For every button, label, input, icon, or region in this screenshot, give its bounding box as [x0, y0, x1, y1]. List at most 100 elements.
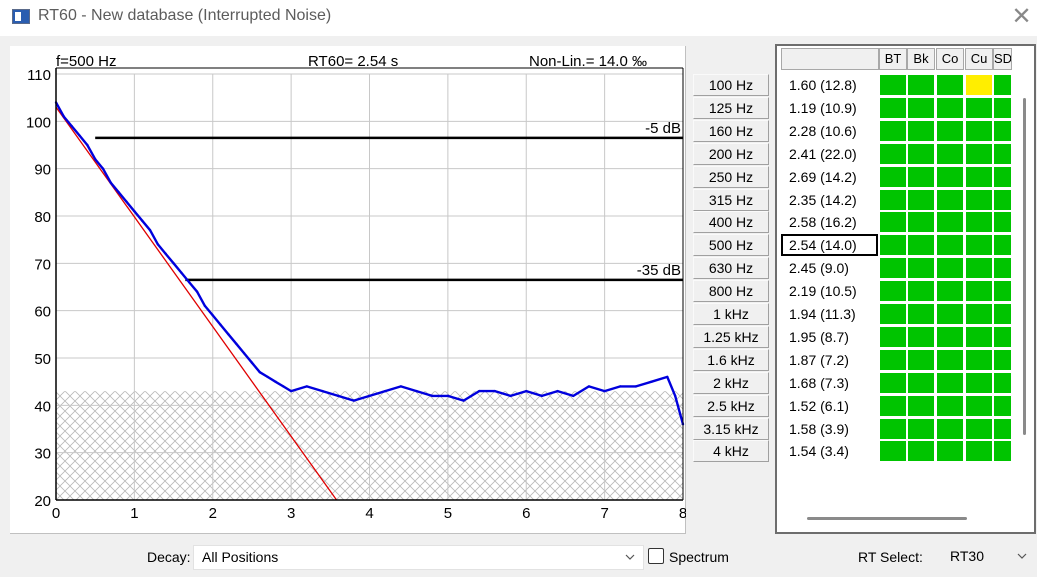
- status-flag-bk: [907, 189, 935, 211]
- rt-value-cell[interactable]: 1.58 (3.9): [781, 418, 878, 440]
- decay-point: [509, 394, 512, 398]
- table-header-co[interactable]: Co: [936, 48, 964, 70]
- decay-point: [101, 167, 105, 170]
- rt-value-cell[interactable]: 1.68 (7.3): [781, 372, 878, 394]
- band-button[interactable]: 2.5 kHz: [693, 395, 769, 417]
- rt-select-dropdown[interactable]: RT30: [943, 545, 1035, 570]
- decay-point: [235, 342, 238, 345]
- band-button[interactable]: 400 Hz: [693, 211, 769, 233]
- decay-point: [493, 389, 497, 393]
- rt-value-cell[interactable]: 2.35 (14.2): [781, 189, 878, 211]
- rt-value-cell[interactable]: 2.45 (9.0): [781, 257, 878, 279]
- band-button[interactable]: 315 Hz: [693, 189, 769, 211]
- status-flag-cu: [965, 97, 993, 119]
- decay-point: [587, 385, 591, 388]
- status-flag-bk: [907, 74, 935, 96]
- band-button[interactable]: 1.6 kHz: [693, 349, 769, 371]
- status-flag-co: [936, 372, 964, 394]
- band-button[interactable]: 630 Hz: [693, 257, 769, 279]
- band-button[interactable]: 1 kHz: [693, 303, 769, 325]
- decay-point: [572, 394, 575, 398]
- decay-point: [634, 385, 638, 388]
- band-button[interactable]: 500 Hz: [693, 234, 769, 256]
- band-button[interactable]: 160 Hz: [693, 120, 769, 142]
- status-flag-cu: [965, 234, 993, 256]
- status-flag-bt: [879, 166, 907, 188]
- rt-value-cell[interactable]: 2.28 (10.6): [781, 120, 878, 142]
- rt-value-cell[interactable]: 1.87 (7.2): [781, 349, 878, 371]
- y-tick-label: 80: [34, 209, 51, 226]
- y-tick-label: 50: [34, 351, 51, 368]
- x-tick-label: 1: [130, 505, 138, 522]
- status-flag-bt: [879, 257, 907, 279]
- close-icon[interactable]: ✕: [1011, 3, 1032, 30]
- decay-point: [117, 191, 120, 194]
- decay-chart: 0 1 2 3 4 5 6 7 8 110 100 90 80 70 60 50 40 30 20 -5 dB -35 …: [10, 46, 686, 534]
- rt-value-cell[interactable]: 2.54 (14.0): [781, 234, 878, 256]
- status-flag-sd: [993, 120, 1012, 142]
- status-flag-cu: [965, 189, 993, 211]
- decay-point: [148, 229, 152, 232]
- status-flag-bt: [879, 280, 907, 302]
- status-flag-bt: [879, 143, 907, 165]
- rt-value-cell[interactable]: 1.54 (3.4): [781, 440, 878, 462]
- rt-value-cell[interactable]: 1.94 (11.3): [781, 303, 878, 325]
- status-flag-bk: [907, 349, 935, 371]
- decay-point: [219, 323, 222, 327]
- decay-marker-label: -35 dB: [637, 262, 681, 279]
- band-button[interactable]: 4 kHz: [693, 440, 769, 462]
- status-flag-bt: [879, 349, 907, 371]
- table-header-cu[interactable]: Cu: [965, 48, 993, 70]
- status-flag-sd: [993, 418, 1012, 440]
- rt-value-cell[interactable]: 1.60 (12.8): [781, 74, 878, 96]
- rt-value-cell[interactable]: 2.58 (16.2): [781, 211, 878, 233]
- status-flag-sd: [993, 143, 1012, 165]
- table-horizontal-scrollbar[interactable]: [807, 517, 967, 520]
- rt-select-label: RT Select:: [858, 549, 923, 565]
- band-button[interactable]: 125 Hz: [693, 97, 769, 119]
- status-flag-sd: [993, 257, 1012, 279]
- app-icon: [12, 9, 30, 24]
- status-flag-cu: [965, 211, 993, 233]
- rt-value-cell[interactable]: 1.52 (6.1): [781, 395, 878, 417]
- status-flag-co: [936, 234, 964, 256]
- decay-select[interactable]: All Positions: [193, 545, 644, 570]
- band-button[interactable]: 3.15 kHz: [693, 418, 769, 440]
- chart-rt60-label: RT60= 2.54 s: [308, 53, 398, 70]
- status-flag-bk: [907, 257, 935, 279]
- table-header-sd[interactable]: SD: [993, 48, 1012, 70]
- chart-nonlin-label: Non-Lin.= 14.0 ‰: [529, 53, 647, 70]
- rt-value-cell[interactable]: 2.69 (14.2): [781, 166, 878, 188]
- rt-value-cell[interactable]: 2.19 (10.5): [781, 280, 878, 302]
- band-button[interactable]: 1.25 kHz: [693, 326, 769, 348]
- status-flag-co: [936, 97, 964, 119]
- rt-value-cell[interactable]: 1.95 (8.7): [781, 326, 878, 348]
- x-tick-label: 3: [287, 505, 295, 522]
- band-button[interactable]: 200 Hz: [693, 143, 769, 165]
- decay-point: [289, 389, 293, 393]
- table-header-bt[interactable]: BT: [879, 48, 907, 70]
- decay-point: [525, 389, 528, 393]
- table-header-bk[interactable]: Bk: [907, 48, 935, 70]
- band-button[interactable]: 2 kHz: [693, 372, 769, 394]
- spectrum-checkbox[interactable]: [648, 548, 664, 564]
- band-button[interactable]: 100 Hz: [693, 74, 769, 96]
- band-button[interactable]: 800 Hz: [693, 280, 769, 302]
- spectrum-label[interactable]: Spectrum: [669, 549, 729, 565]
- decay-point: [462, 399, 465, 402]
- band-button[interactable]: 250 Hz: [693, 166, 769, 188]
- status-flag-sd: [993, 395, 1012, 417]
- rt-value-cell[interactable]: 2.41 (22.0): [781, 143, 878, 165]
- status-flag-co: [936, 349, 964, 371]
- decay-point: [164, 252, 167, 256]
- status-flag-bk: [907, 395, 935, 417]
- table-vertical-scrollbar[interactable]: [1023, 98, 1026, 435]
- status-flag-cu: [965, 372, 993, 394]
- x-tick-label: 6: [522, 505, 530, 522]
- decay-point: [274, 380, 277, 383]
- chart-frequency-label: f=500 Hz: [56, 53, 116, 70]
- status-flag-co: [936, 280, 964, 302]
- status-flag-sd: [993, 349, 1012, 371]
- rt-select-value: RT30: [950, 548, 984, 564]
- rt-value-cell[interactable]: 1.19 (10.9): [781, 97, 878, 119]
